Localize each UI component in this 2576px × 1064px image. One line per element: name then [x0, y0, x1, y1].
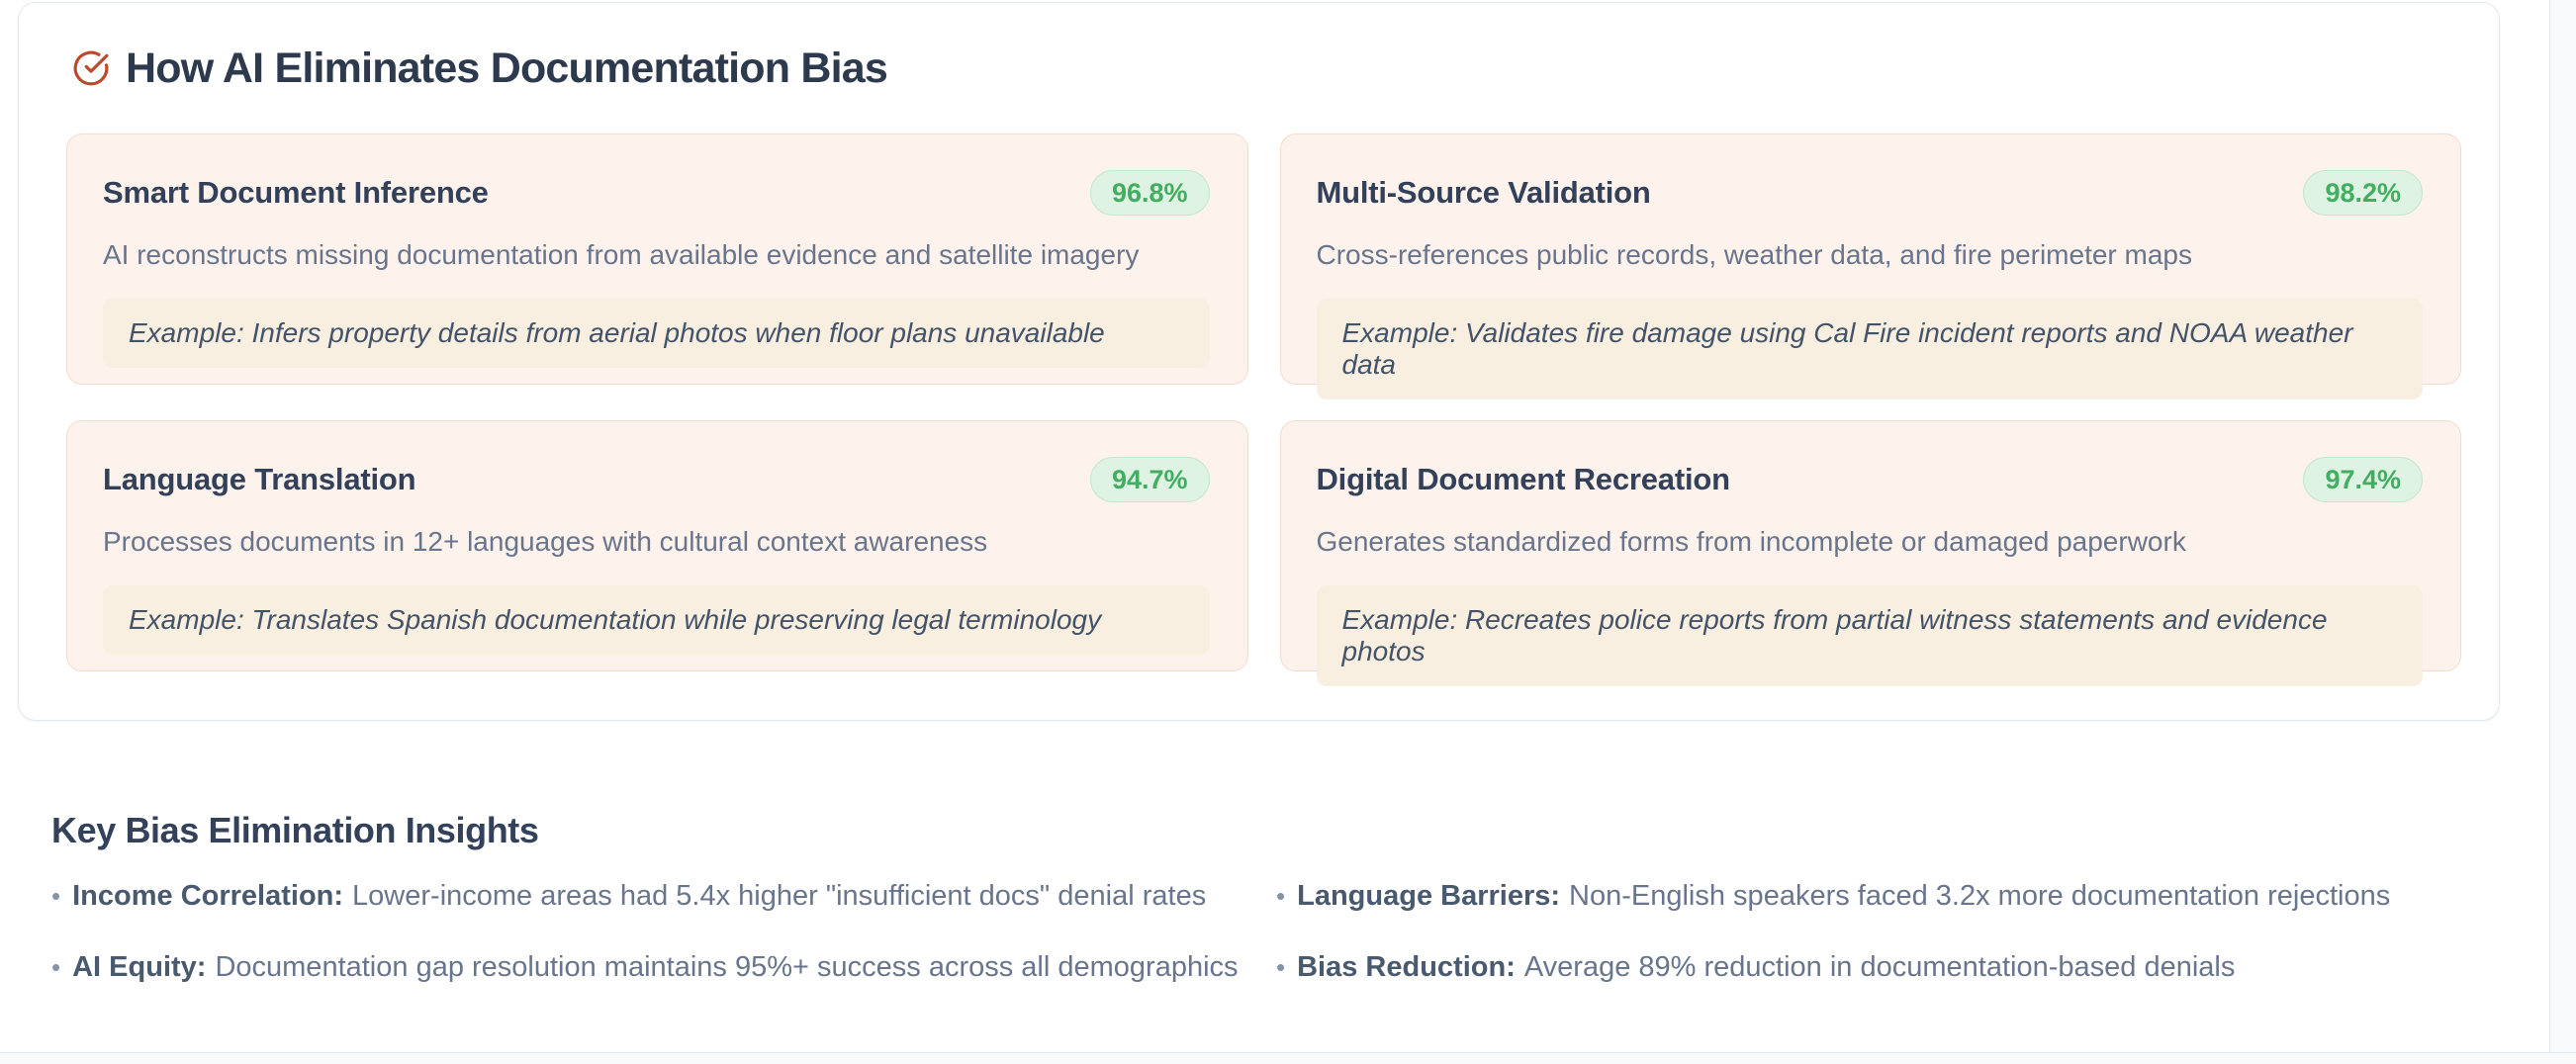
feature-title: Digital Document Recreation [1316, 462, 1731, 496]
insight-item: • Language Barriers: Non-English speakers… [1276, 878, 2465, 914]
insight-value: Documentation gap resolution maintains 9… [215, 951, 1239, 983]
feature-card: Digital Document Recreation 97.4% Genera… [1279, 420, 2461, 686]
feature-title: Multi-Source Validation [1316, 175, 1651, 210]
page-gutter-right [2549, 0, 2576, 1064]
bullet-dot: • [1276, 952, 1286, 982]
feature-card: Multi-Source Validation 98.2% Cross-refe… [1279, 133, 2461, 399]
insight-text: Income Correlation: Lower-income areas ha… [72, 878, 1206, 914]
feature-title: Language Translation [103, 462, 416, 496]
documentation-bias-panel: How AI Eliminates Documentation Bias Sma… [18, 2, 2500, 721]
feature-card: Smart Document Inference 96.8% AI recons… [66, 133, 1248, 385]
feature-description: AI reconstructs missing documentation fr… [103, 239, 1140, 270]
accuracy-badge: 97.4% [2303, 457, 2423, 502]
insight-text: AI Equity: Documentation gap resolution m… [72, 949, 1238, 985]
insight-text: Bias Reduction: Average 89% reduction in … [1297, 949, 2235, 985]
example-box: Example: Translates Spanish documentatio… [103, 585, 1210, 655]
example-text: Example: Recreates police reports from p… [1341, 604, 2328, 666]
insights-title: Key Bias Elimination Insights [51, 810, 539, 850]
example-text: Example: Validates fire damage using Cal… [1341, 317, 2353, 380]
insights-grid: • Income Correlation: Lower-income areas … [51, 878, 2465, 985]
insight-item: • AI Equity: Documentation gap resolution… [51, 949, 1276, 985]
bullet-dot: • [51, 881, 61, 911]
feature-grid: Smart Document Inference 96.8% AI recons… [66, 133, 2461, 686]
insight-label: Language Barriers: [1297, 880, 1561, 912]
accuracy-badge: 98.2% [2303, 170, 2423, 216]
accuracy-badge: 96.8% [1089, 170, 1210, 216]
check-circle-icon [72, 49, 110, 87]
feature-card-header: Language Translation 94.7% [103, 457, 1210, 502]
example-box: Example: Validates fire damage using Cal… [1316, 299, 2423, 399]
feature-description: Generates standardized forms from incomp… [1316, 526, 2186, 557]
feature-card-header: Smart Document Inference 96.8% [103, 170, 1210, 216]
feature-card: Language Translation 94.7% Processes doc… [66, 420, 1248, 671]
insight-value: Lower-income areas had 5.4x higher "insu… [352, 880, 1207, 912]
insight-value: Non-English speakers faced 3.2x more doc… [1569, 880, 2391, 912]
insights-section: Key Bias Elimination Insights • Income C… [51, 809, 2465, 985]
page-gutter-bottom [0, 1052, 2576, 1064]
example-box: Example: Recreates police reports from p… [1316, 585, 2423, 686]
insight-item: • Income Correlation: Lower-income areas … [51, 878, 1276, 914]
feature-card-header: Digital Document Recreation 97.4% [1316, 457, 2423, 502]
example-box: Example: Infers property details from ae… [103, 299, 1210, 368]
feature-description: Cross-references public records, weather… [1316, 239, 2193, 270]
insight-label: Income Correlation: [72, 880, 344, 912]
insight-text: Language Barriers: Non-English speakers f… [1297, 878, 2390, 914]
insight-value: Average 89% reduction in documentation-b… [1523, 951, 2236, 983]
feature-description: Processes documents in 12+ languages wit… [103, 526, 988, 557]
example-text: Example: Infers property details from ae… [129, 317, 1105, 348]
feature-title: Smart Document Inference [103, 175, 489, 210]
accuracy-badge: 94.7% [1089, 457, 1210, 502]
bullet-dot: • [51, 952, 61, 982]
panel-title: How AI Eliminates Documentation Bias [126, 44, 888, 92]
feature-card-header: Multi-Source Validation 98.2% [1316, 170, 2423, 216]
insight-item: • Bias Reduction: Average 89% reduction i… [1276, 949, 2465, 985]
panel-header: How AI Eliminates Documentation Bias [66, 43, 2461, 94]
example-text: Example: Translates Spanish documentatio… [129, 604, 1102, 635]
bullet-dot: • [1276, 881, 1286, 911]
insight-label: AI Equity: [72, 951, 207, 983]
insight-label: Bias Reduction: [1297, 951, 1516, 983]
